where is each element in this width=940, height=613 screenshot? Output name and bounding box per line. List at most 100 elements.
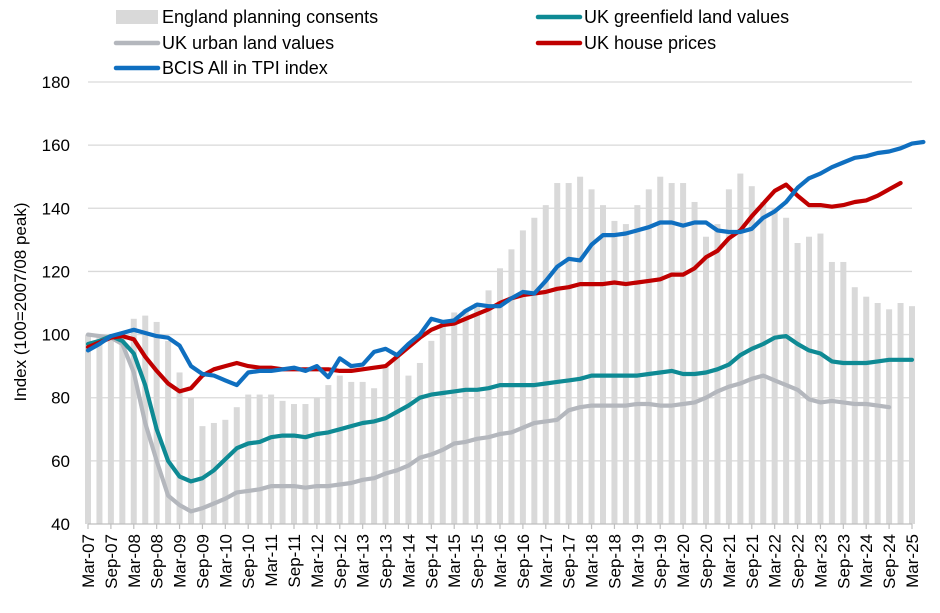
x-tick-label: Sep-11 (285, 534, 304, 588)
x-tick-label: Mar-09 (171, 534, 190, 588)
consents-bar (634, 205, 641, 524)
consents-bar (760, 201, 767, 524)
consents-bar (519, 230, 526, 524)
consents-bar (874, 303, 881, 524)
consents-bar (794, 243, 801, 524)
consents-bar (611, 220, 618, 524)
consents-bar (714, 224, 721, 525)
y-tick-label: 160 (42, 136, 70, 155)
x-tick-label: Sep-14 (422, 534, 441, 589)
legend-item-greenfield: UK greenfield land values (535, 7, 789, 27)
x-tick-label: Mar-08 (125, 534, 144, 588)
consents-bar (462, 309, 469, 524)
y-tick-label: 140 (42, 199, 70, 218)
y-tick-label: 180 (42, 73, 70, 92)
consents-bar (165, 340, 172, 524)
x-ticks: Mar-07 Sep-07 Mar-08 Sep-08 Mar-09 Sep-09 Mar-… (79, 524, 922, 589)
x-tick-label: Sep-15 (468, 534, 487, 589)
consents-bar (359, 381, 366, 524)
consents-bar (828, 261, 835, 524)
x-tick-label: Sep-19 (651, 534, 670, 589)
consents-bar (245, 394, 252, 524)
x-tick-label: Mar-18 (583, 534, 602, 588)
legend-item-bcis: BCIS All in TPI index (113, 58, 328, 78)
y-tick-label: 120 (42, 262, 70, 281)
x-tick-label: Mar-15 (445, 534, 464, 588)
x-tick-label: Sep-13 (377, 534, 396, 589)
consents-bar (382, 366, 389, 524)
consents-bar (416, 362, 423, 524)
x-tick-label: Mar-19 (628, 534, 647, 588)
consents-bar (645, 189, 652, 525)
x-tick-label: Mar-17 (537, 534, 556, 588)
consents-bar (96, 337, 103, 524)
house-line (85, 180, 903, 394)
consents-bar (703, 236, 709, 524)
consents-bar (85, 334, 91, 524)
consents-bar (302, 404, 309, 524)
y-tick-label: 100 (42, 326, 70, 345)
consents-bar (394, 356, 400, 524)
consents-bar (840, 261, 847, 524)
consents-bar (210, 422, 217, 524)
y-axis-title: Index (100=2007/08 peak) (11, 203, 30, 402)
consents-bar (691, 201, 698, 524)
x-tick-label: Mar-25 (903, 534, 922, 588)
consents-bar (771, 208, 778, 525)
x-tick-label: Sep-16 (514, 534, 533, 589)
y-ticks: 40 60 80 100 120 140 160 180 (42, 73, 70, 534)
consents-bar (783, 217, 790, 524)
legend-label: UK urban land values (162, 33, 334, 53)
x-tick-label: Sep-20 (697, 534, 716, 589)
x-tick-label: Sep-21 (743, 534, 762, 589)
x-tick-label: Mar-16 (491, 534, 510, 588)
consents-bar (348, 381, 355, 524)
consents-bar (233, 407, 240, 524)
consents-bar (600, 205, 606, 524)
greenfield-line (85, 334, 915, 484)
consents-bar (542, 205, 549, 524)
consents-bar (886, 309, 893, 524)
consents-bar (737, 173, 744, 525)
series-lines (85, 139, 926, 514)
consents-bar (897, 303, 904, 524)
consents-bar (474, 303, 481, 524)
consents-bar (279, 400, 286, 524)
x-tick-label: Mar-22 (766, 534, 785, 588)
consents-bar (565, 183, 572, 524)
consents-bar (291, 404, 297, 524)
consents-bar (371, 388, 378, 524)
consents-bar (107, 337, 114, 524)
x-tick-label: Sep-22 (789, 534, 808, 589)
legend-item-consents: England planning consents (116, 7, 378, 27)
x-tick-label: Mar-24 (857, 534, 876, 588)
consents-bar (668, 183, 675, 524)
x-tick-label: Sep-12 (331, 534, 350, 589)
consents-bar (222, 419, 229, 524)
x-tick-label: Sep-17 (560, 534, 579, 589)
consents-bar (577, 176, 584, 524)
consents-bar (909, 306, 915, 524)
consents-bar (176, 372, 183, 524)
consents-bar (497, 268, 503, 524)
consents-bar (725, 189, 732, 525)
y-tick-label: 60 (51, 452, 70, 471)
legend-label: UK greenfield land values (584, 7, 789, 27)
y-tick-label: 80 (51, 389, 70, 408)
consents-bar (119, 334, 126, 524)
x-tick-label: Mar-20 (674, 534, 693, 588)
x-tick-label: Sep-10 (239, 534, 258, 589)
legend-item-urban: UK urban land values (113, 33, 334, 53)
legend-label: England planning consents (162, 7, 378, 27)
consents-bar (680, 183, 687, 524)
x-tick-label: Mar-11 (262, 534, 281, 587)
legend: England planning consents UK greenfield l… (113, 7, 789, 78)
consents-bar (325, 385, 332, 524)
consents-bar (863, 296, 870, 524)
urban-line (85, 332, 892, 514)
consents-bar (588, 189, 595, 525)
consents-bar (428, 340, 435, 524)
consents-bar (748, 186, 755, 524)
consents-bar (806, 236, 812, 524)
